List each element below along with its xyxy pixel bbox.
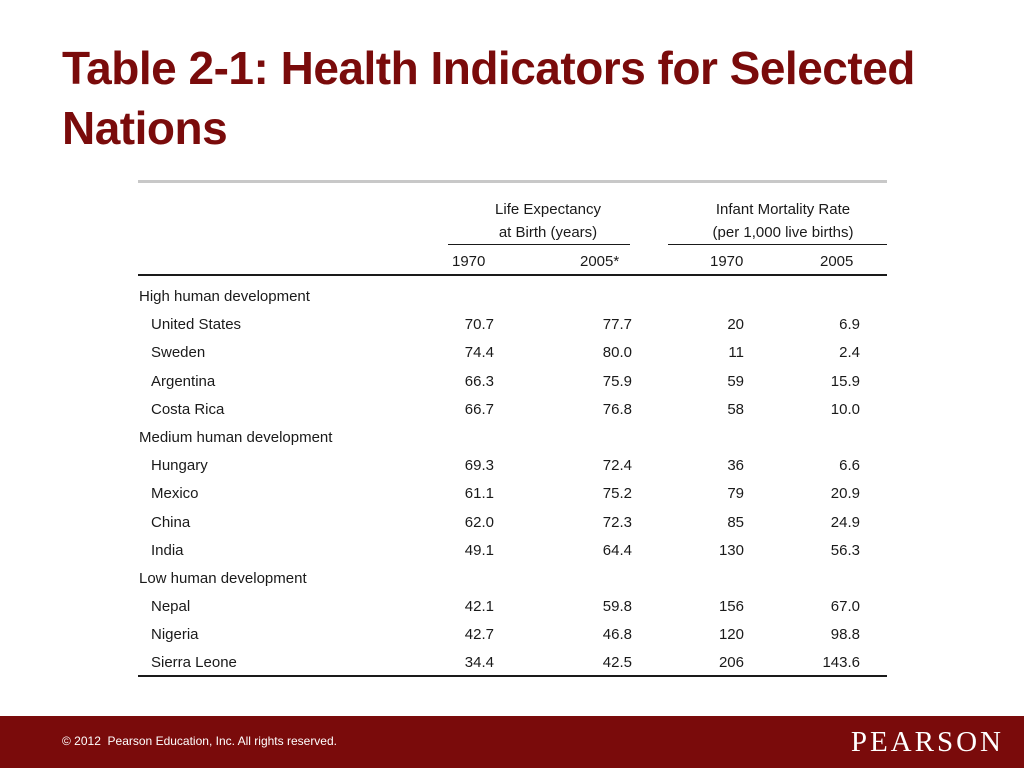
- life-expectancy-2005: 75.9: [602, 372, 632, 390]
- life-expectancy-header-line2: at Birth (years): [498, 224, 598, 241]
- infant-mortality-1970: 11: [728, 344, 744, 362]
- copyright-text: © 2012 Pearson Education, Inc. All right…: [62, 734, 337, 748]
- table-top-rule: [138, 180, 887, 183]
- infant-mortality-2005: 6.6: [839, 457, 860, 475]
- country-name: Mexico: [151, 485, 199, 503]
- section-label: High human development: [139, 288, 310, 305]
- life-expectancy-1970: 66.3: [464, 372, 494, 390]
- country-name: Nepal: [151, 598, 191, 616]
- table-row: China 62.0 72.3 85 24.9: [138, 509, 887, 537]
- life-expectancy-2005: 72.4: [602, 457, 632, 475]
- life-expectancy-2005: 72.3: [602, 513, 632, 531]
- table-header-rule: [138, 274, 887, 276]
- table-body: High human development United States 70.…: [138, 283, 887, 678]
- table-row: Sierra Leone 34.4 42.5 206 143.6: [138, 649, 887, 677]
- column-header-mortality-2005: 2005: [820, 253, 854, 270]
- health-indicators-table: Life Expectancy at Birth (years) Infant …: [138, 180, 887, 678]
- life-expectancy-1970: 70.7: [464, 316, 494, 334]
- infant-mortality-2005: 20.9: [830, 485, 860, 503]
- life-expectancy-header-rule: [448, 244, 630, 245]
- infant-mortality-1970: 130: [718, 541, 744, 559]
- life-expectancy-1970: 69.3: [464, 457, 494, 475]
- life-expectancy-1970: 61.1: [464, 485, 494, 503]
- life-expectancy-2005: 77.7: [602, 316, 632, 334]
- country-name: Sweden: [151, 344, 206, 362]
- infant-mortality-header-line1: Infant Mortality Rate: [715, 201, 851, 218]
- life-expectancy-2005: 64.4: [602, 541, 632, 559]
- column-header-life-1970: 1970: [452, 253, 486, 270]
- infant-mortality-2005: 10.0: [830, 400, 860, 418]
- infant-mortality-header: Infant Mortality Rate (per 1,000 live bi…: [688, 198, 878, 244]
- section-row-high: High human development: [138, 283, 887, 311]
- table-row: Nigeria 42.7 46.8 120 98.8: [138, 621, 887, 649]
- infant-mortality-2005: 24.9: [830, 513, 860, 531]
- country-name: United States: [151, 316, 242, 334]
- table-row: Sweden 74.4 80.0 11 2.4: [138, 339, 887, 367]
- infant-mortality-2005: 15.9: [830, 372, 860, 390]
- infant-mortality-2005: 143.6: [822, 654, 860, 672]
- table-row: India 49.1 64.4 130 56.3: [138, 537, 887, 565]
- section-row-low: Low human development: [138, 565, 887, 593]
- infant-mortality-2005: 98.8: [830, 626, 860, 644]
- life-expectancy-1970: 42.1: [464, 598, 494, 616]
- pearson-logo: PEARSON: [850, 726, 1004, 758]
- column-header-life-2005: 2005*: [580, 253, 620, 270]
- infant-mortality-2005: 67.0: [830, 598, 860, 616]
- section-label: Low human development: [139, 569, 307, 587]
- table-row: United States 70.7 77.7 20 6.9: [138, 311, 887, 339]
- infant-mortality-1970: 79: [727, 485, 744, 503]
- infant-mortality-2005: 56.3: [830, 541, 860, 559]
- infant-mortality-2005: 6.9: [839, 316, 860, 334]
- infant-mortality-1970: 20: [727, 316, 744, 334]
- infant-mortality-1970: 36: [727, 457, 744, 475]
- table-row: Mexico 61.1 75.2 79 20.9: [138, 480, 887, 508]
- life-expectancy-2005: 46.8: [602, 626, 632, 644]
- slide-title: Table 2-1: Health Indicators for Selecte…: [62, 42, 915, 154]
- infant-mortality-header-line2: (per 1,000 live births): [712, 224, 854, 241]
- infant-mortality-1970: 120: [718, 626, 744, 644]
- country-name: Nigeria: [151, 626, 199, 644]
- infant-mortality-2005: 2.4: [839, 344, 860, 362]
- life-expectancy-header-line1: Life Expectancy: [495, 201, 601, 218]
- country-name: Costa Rica: [151, 400, 225, 418]
- country-name: China: [151, 513, 191, 531]
- life-expectancy-2005: 80.0: [602, 344, 632, 362]
- infant-mortality-1970: 156: [718, 598, 744, 616]
- life-expectancy-2005: 75.2: [602, 485, 632, 503]
- table-row: Argentina 66.3 75.9 59 15.9: [138, 368, 887, 396]
- infant-mortality-1970: 58: [727, 400, 744, 418]
- life-expectancy-2005: 59.8: [602, 598, 632, 616]
- infant-mortality-1970: 59: [727, 372, 744, 390]
- life-expectancy-1970: 62.0: [464, 513, 494, 531]
- country-name: Argentina: [151, 372, 216, 390]
- country-name: Hungary: [151, 457, 208, 475]
- life-expectancy-1970: 74.4: [464, 344, 494, 362]
- table-row: Costa Rica 66.7 76.8 58 10.0: [138, 396, 887, 424]
- life-expectancy-header: Life Expectancy at Birth (years): [458, 198, 638, 244]
- section-row-medium: Medium human development: [138, 424, 887, 452]
- infant-mortality-1970: 85: [727, 513, 744, 531]
- footer-bar: © 2012 Pearson Education, Inc. All right…: [0, 716, 1024, 768]
- life-expectancy-2005: 42.5: [602, 654, 632, 672]
- life-expectancy-1970: 66.7: [464, 400, 494, 418]
- column-header-mortality-1970: 1970: [710, 253, 744, 270]
- life-expectancy-1970: 49.1: [464, 541, 494, 559]
- table-bottom-rule: [138, 675, 887, 677]
- table-row: Nepal 42.1 59.8 156 67.0: [138, 593, 887, 621]
- life-expectancy-1970: 42.7: [464, 626, 494, 644]
- country-name: India: [151, 541, 184, 559]
- section-label: Medium human development: [139, 428, 333, 446]
- country-name: Sierra Leone: [151, 654, 237, 672]
- life-expectancy-1970: 34.4: [464, 654, 494, 672]
- life-expectancy-2005: 76.8: [602, 400, 632, 418]
- infant-mortality-header-rule: [668, 244, 887, 245]
- table-row: Hungary 69.3 72.4 36 6.6: [138, 452, 887, 480]
- infant-mortality-1970: 206: [718, 654, 744, 672]
